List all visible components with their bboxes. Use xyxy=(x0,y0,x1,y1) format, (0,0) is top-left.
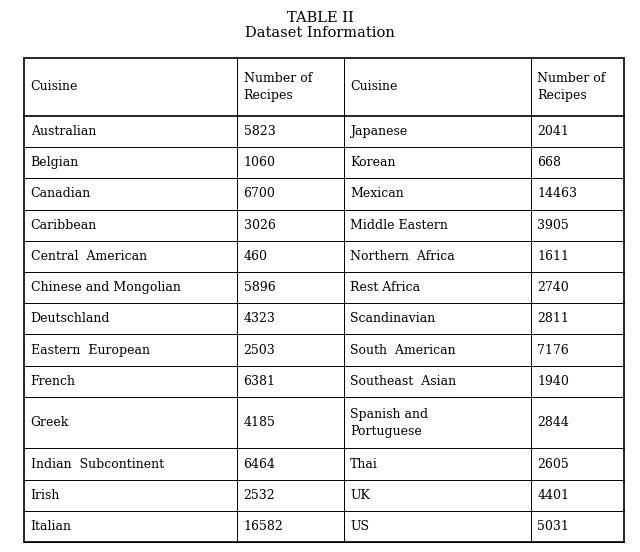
Text: 14463: 14463 xyxy=(538,188,577,200)
Text: 2844: 2844 xyxy=(538,416,570,429)
Text: 5823: 5823 xyxy=(244,125,275,138)
Text: Scandinavian: Scandinavian xyxy=(350,312,436,325)
Text: Middle Eastern: Middle Eastern xyxy=(350,219,448,232)
Text: Central  American: Central American xyxy=(31,250,147,263)
Text: Eastern  European: Eastern European xyxy=(31,343,150,357)
Text: Japanese: Japanese xyxy=(350,125,408,138)
Text: Greek: Greek xyxy=(31,416,69,429)
Text: 4401: 4401 xyxy=(538,489,570,502)
Text: 6700: 6700 xyxy=(244,188,275,200)
Text: Thai: Thai xyxy=(350,458,378,470)
Text: 6381: 6381 xyxy=(244,375,276,388)
Text: Australian: Australian xyxy=(31,125,96,138)
Text: 3026: 3026 xyxy=(244,219,275,232)
Text: 16582: 16582 xyxy=(244,520,284,533)
Text: Chinese and Mongolian: Chinese and Mongolian xyxy=(31,281,180,294)
Text: Number of
Recipes: Number of Recipes xyxy=(538,72,606,102)
Text: UK: UK xyxy=(350,489,371,502)
Text: 1940: 1940 xyxy=(538,375,570,388)
Text: 2605: 2605 xyxy=(538,458,569,470)
Text: 5031: 5031 xyxy=(538,520,570,533)
Text: Irish: Irish xyxy=(31,489,60,502)
Bar xyxy=(24,58,624,542)
Text: Mexican: Mexican xyxy=(350,188,404,200)
Text: 4185: 4185 xyxy=(244,416,275,429)
Text: 1060: 1060 xyxy=(244,156,276,169)
Text: 460: 460 xyxy=(244,250,268,263)
Text: 6464: 6464 xyxy=(244,458,276,470)
Text: US: US xyxy=(350,520,369,533)
Text: 2041: 2041 xyxy=(538,125,570,138)
Text: 3905: 3905 xyxy=(538,219,569,232)
Text: Belgian: Belgian xyxy=(31,156,79,169)
Text: 7176: 7176 xyxy=(538,343,569,357)
Text: Canadian: Canadian xyxy=(31,188,91,200)
Text: 5896: 5896 xyxy=(244,281,275,294)
Text: Italian: Italian xyxy=(31,520,72,533)
Text: Korean: Korean xyxy=(350,156,396,169)
Text: French: French xyxy=(31,375,76,388)
Text: Cuisine: Cuisine xyxy=(31,81,78,93)
Text: Cuisine: Cuisine xyxy=(350,81,397,93)
Text: Dataset Information: Dataset Information xyxy=(245,26,395,40)
Text: Northern  Africa: Northern Africa xyxy=(350,250,455,263)
Text: 2532: 2532 xyxy=(244,489,275,502)
Text: TABLE II: TABLE II xyxy=(287,11,353,25)
Text: Number of
Recipes: Number of Recipes xyxy=(244,72,312,102)
Text: 2740: 2740 xyxy=(538,281,569,294)
Text: Indian  Subcontinent: Indian Subcontinent xyxy=(31,458,164,470)
Text: 1611: 1611 xyxy=(538,250,570,263)
Text: 4323: 4323 xyxy=(244,312,275,325)
Text: 2503: 2503 xyxy=(244,343,275,357)
Text: 2811: 2811 xyxy=(538,312,570,325)
Text: Rest Africa: Rest Africa xyxy=(350,281,420,294)
Text: Southeast  Asian: Southeast Asian xyxy=(350,375,456,388)
Text: Spanish and
Portuguese: Spanish and Portuguese xyxy=(350,407,428,438)
Text: South  American: South American xyxy=(350,343,456,357)
Text: Deutschland: Deutschland xyxy=(31,312,110,325)
Text: 668: 668 xyxy=(538,156,561,169)
Text: Caribbean: Caribbean xyxy=(31,219,97,232)
